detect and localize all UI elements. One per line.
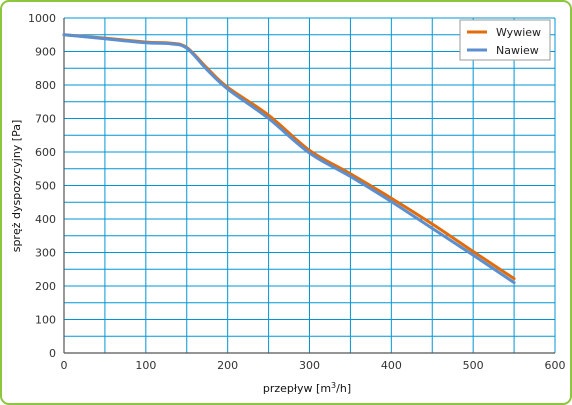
legend: Wywiew Nawiew bbox=[459, 19, 551, 61]
y-tick-label: 0 bbox=[49, 347, 56, 360]
y-tick-label: 600 bbox=[35, 146, 56, 159]
y-tick-label: 800 bbox=[35, 79, 56, 92]
y-axis-title: spręż dyspozycyjny [Pa] bbox=[10, 120, 23, 253]
y-tick-label: 400 bbox=[35, 213, 56, 226]
legend-box bbox=[459, 19, 551, 61]
tick-labels: 0 100 200 300 400 500 600 0 100 200 300 400 500 600 70… bbox=[28, 12, 566, 372]
y-tick-label: 300 bbox=[35, 247, 56, 260]
x-tick-label: 600 bbox=[545, 359, 566, 372]
series-lines bbox=[62, 33, 516, 285]
x-tick-label: 300 bbox=[299, 359, 320, 372]
x-tick-label: 200 bbox=[217, 359, 238, 372]
grid bbox=[63, 17, 556, 354]
x-tick-label: 400 bbox=[381, 359, 402, 372]
legend-label-nawiew: Nawiew bbox=[496, 44, 539, 57]
x-axis-title: przepływ [m3/h] bbox=[263, 381, 351, 396]
y-tick-label: 1000 bbox=[28, 12, 56, 25]
x-tick-label: 100 bbox=[135, 359, 156, 372]
series-line-nawiew bbox=[62, 33, 516, 285]
legend-label-wywiew: Wywiew bbox=[496, 26, 541, 39]
y-tick-label: 200 bbox=[35, 280, 56, 293]
y-tick-label: 500 bbox=[35, 180, 56, 193]
x-tick-label: 500 bbox=[463, 359, 484, 372]
y-tick-label: 100 bbox=[35, 314, 56, 327]
x-tick-label: 0 bbox=[61, 359, 68, 372]
y-tick-label: 900 bbox=[35, 46, 56, 59]
y-tick-label: 700 bbox=[35, 113, 56, 126]
series-line-wywiew bbox=[62, 33, 516, 281]
